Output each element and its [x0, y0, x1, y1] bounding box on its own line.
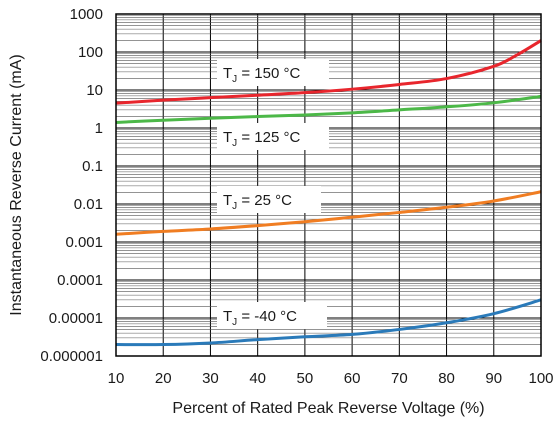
y-tick-label: 10 [86, 82, 103, 99]
annotation-box [217, 123, 329, 150]
annotation-text: TJ = 125 °C [223, 129, 300, 149]
annotation-box [217, 302, 327, 329]
annotation-box [217, 186, 321, 213]
y-tick-label: 1000 [70, 6, 103, 23]
annotation-text: TJ = 25 °C [223, 192, 292, 212]
series-line [115, 190, 542, 236]
y-tick-label: 1 [95, 120, 103, 137]
annotation-label: TJ = -40 °C [217, 302, 327, 329]
x-tick-labels: 10 20 30 40 50 60 70 80 90 100 [108, 370, 554, 387]
x-axis-label: Percent of Rated Peak Reverse Voltage (%… [172, 400, 484, 417]
series-lines [115, 39, 542, 347]
x-tick-label: 20 [155, 370, 172, 387]
y-tick-label: 0.01 [74, 196, 103, 213]
series-line [115, 298, 542, 347]
series-line [115, 94, 542, 124]
x-tick-label: 100 [528, 370, 553, 387]
x-tick-label: 10 [108, 370, 125, 387]
plot-frame [115, 13, 542, 357]
annotation-text: TJ = -40 °C [223, 308, 297, 328]
annotation-text: TJ = 150 °C [223, 65, 300, 85]
x-tick-label: 80 [438, 370, 455, 387]
x-tick-label: 30 [202, 370, 219, 387]
annotation-box [217, 59, 329, 86]
y-tick-label: 0.1 [82, 158, 103, 175]
y-tick-label: 100 [78, 44, 103, 61]
series-annotations: TJ = 150 °C TJ = 125 °C TJ = 25 °C TJ = -40… [217, 59, 329, 329]
x-tick-label: 60 [344, 370, 361, 387]
annotation-label: TJ = 25 °C [217, 186, 321, 213]
annotation-label: TJ = 125 °C [217, 123, 329, 150]
y-tick-label: 0.0001 [57, 272, 103, 289]
y-axis-label: Instantaneous Reverse Current (mA) [8, 54, 25, 315]
x-tick-label: 70 [391, 370, 408, 387]
series-line [115, 39, 542, 105]
y-tick-labels: 0.000001 0.00001 0.0001 0.001 0.01 0.1 1 10 100 1… [40, 6, 103, 365]
y-tick-label: 0.00001 [49, 310, 103, 327]
y-tick-label: 0.000001 [40, 348, 103, 365]
x-tick-label: 90 [485, 370, 502, 387]
x-tick-label: 40 [249, 370, 266, 387]
annotation-label: TJ = 150 °C [217, 59, 329, 86]
x-tick-label: 50 [297, 370, 314, 387]
y-tick-label: 0.001 [65, 234, 103, 251]
